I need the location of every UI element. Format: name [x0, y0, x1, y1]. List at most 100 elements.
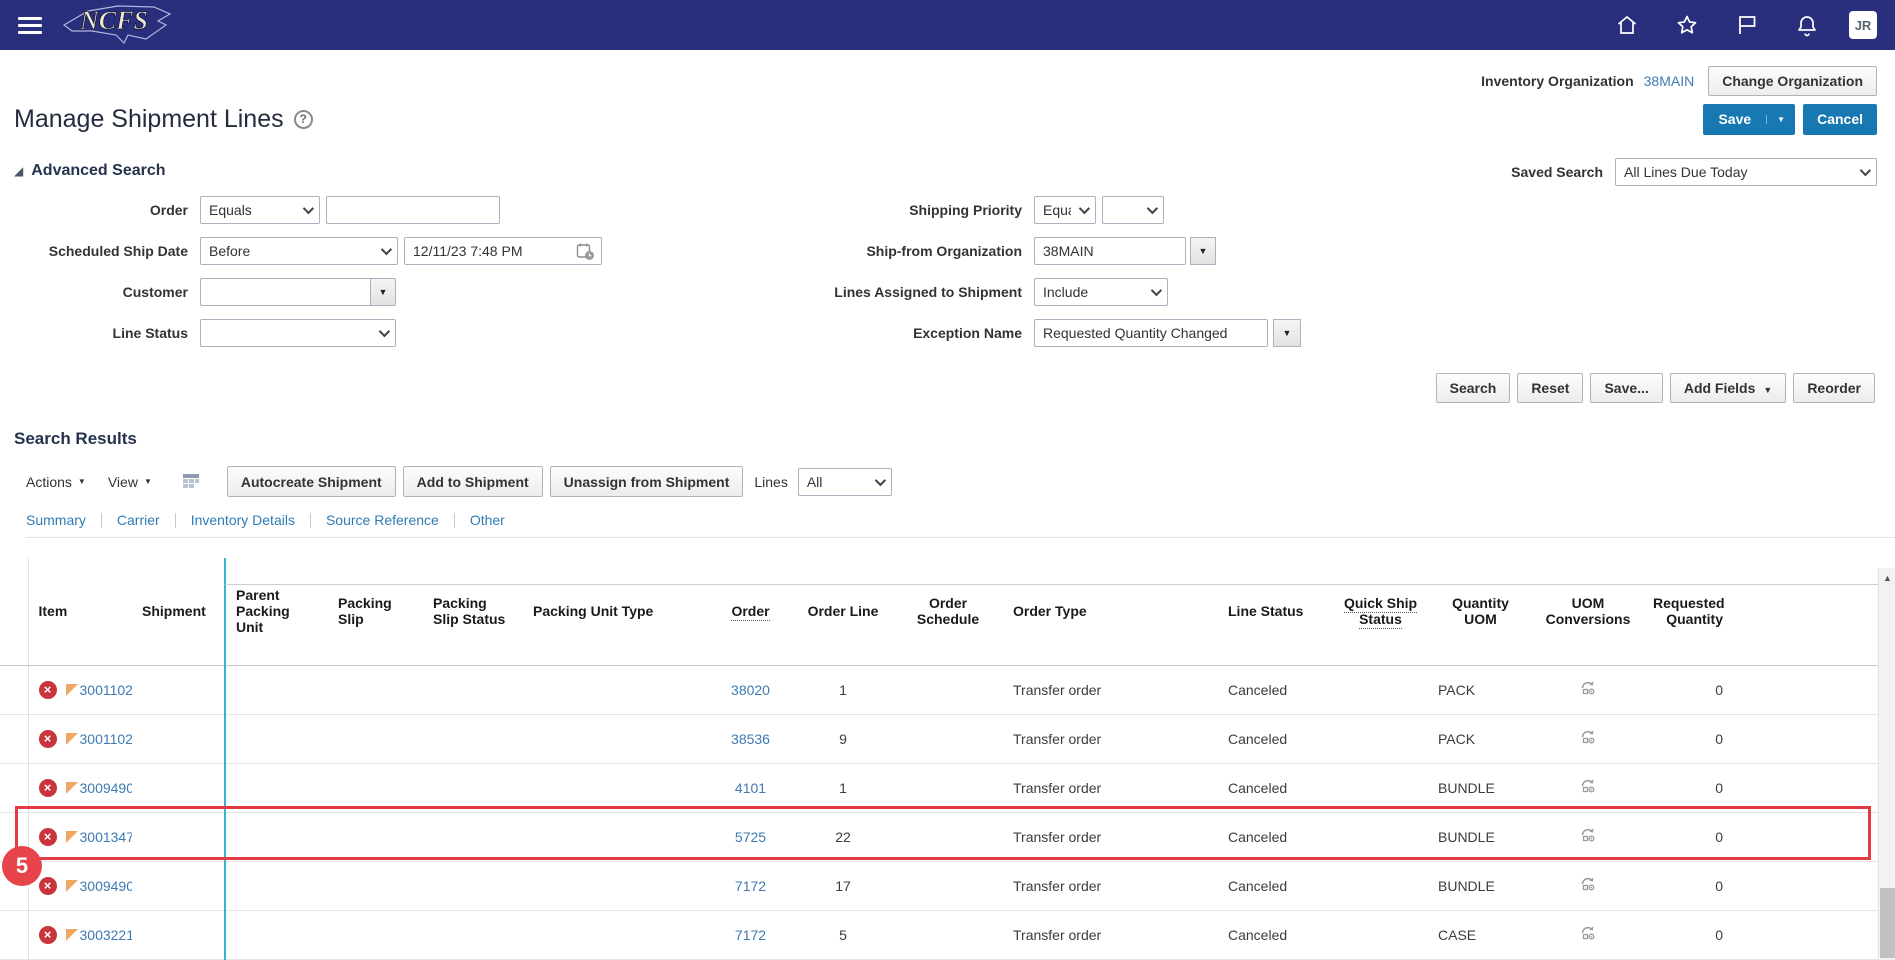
menu-icon[interactable]	[18, 16, 42, 34]
vertical-scrollbar[interactable]: ▲	[1878, 568, 1895, 960]
tab-inventory-details[interactable]: Inventory Details	[190, 512, 295, 528]
error-status-icon[interactable]: ×	[38, 925, 57, 944]
header-order-line[interactable]: Order Line	[793, 558, 893, 666]
header-uom-conversions[interactable]: UOM Conversions	[1533, 558, 1643, 666]
tab-other[interactable]: Other	[469, 512, 505, 528]
order-link[interactable]: 7172	[734, 926, 767, 943]
header-quick-ship-status[interactable]: Quick Ship Status	[1333, 558, 1428, 666]
customer-input[interactable]	[200, 278, 370, 306]
save-split-button[interactable]: Save ▼	[1703, 103, 1796, 135]
header-order[interactable]: Order	[708, 558, 793, 666]
item-link[interactable]: 3003221	[79, 926, 133, 943]
view-menu[interactable]: View ▼	[107, 473, 152, 490]
customer-dropdown-button[interactable]: ▼	[370, 278, 396, 306]
table-row[interactable]: × 3009490 7172 17 Transfer order Cancele…	[0, 861, 1878, 911]
table-row[interactable]: × 3003221 7172 5 Transfer order Canceled…	[0, 910, 1878, 960]
tab-carrier[interactable]: Carrier	[116, 512, 160, 528]
header-order-schedule[interactable]: Order Schedule	[893, 558, 1003, 666]
header-line-status[interactable]: Line Status	[1218, 558, 1333, 666]
line-status-select[interactable]	[200, 319, 396, 347]
item-link[interactable]: 3009490	[79, 877, 133, 894]
tab-summary[interactable]: Summary	[26, 512, 86, 528]
error-status-icon[interactable]: ×	[38, 876, 57, 895]
header-parent-packing-unit[interactable]: Parent Packing Unit	[225, 558, 328, 666]
table-row[interactable]: × 30011023 38020 1 Transfer order Cancel…	[0, 665, 1878, 715]
error-status-icon[interactable]: ×	[38, 778, 57, 797]
uom-conversion-icon[interactable]	[1579, 924, 1597, 942]
header-order-type[interactable]: Order Type	[1003, 558, 1218, 666]
save-search-button[interactable]: Save...	[1590, 373, 1663, 403]
item-cell: × 3009490	[28, 763, 133, 813]
header-shipment[interactable]: Shipment	[132, 558, 226, 666]
results-tabs: Summary Carrier Inventory Details Source…	[26, 512, 1895, 538]
search-button[interactable]: Search	[1435, 373, 1511, 403]
tab-source-reference[interactable]: Source Reference	[325, 512, 439, 528]
error-status-icon[interactable]: ×	[38, 729, 57, 748]
help-icon[interactable]: ?	[293, 109, 313, 129]
collapse-triangle-icon[interactable]: ◢	[14, 164, 24, 178]
notifications-bell-icon[interactable]	[1795, 13, 1819, 37]
reorder-button[interactable]: Reorder	[1793, 373, 1875, 403]
error-status-icon[interactable]: ×	[38, 827, 57, 846]
reset-button[interactable]: Reset	[1517, 373, 1584, 403]
home-icon[interactable]	[1615, 13, 1639, 37]
table-row[interactable]: × 3009490 4101 1 Transfer order Canceled…	[0, 763, 1878, 813]
favorites-star-icon[interactable]	[1675, 13, 1699, 37]
scrollbar-thumb[interactable]	[1880, 888, 1895, 958]
table-columns-icon[interactable]	[182, 473, 201, 490]
exception-name-input[interactable]	[1034, 319, 1268, 347]
table-row[interactable]: × 3001347 5725 22 Transfer order Cancele…	[0, 812, 1878, 862]
order-link[interactable]: 7172	[734, 877, 767, 894]
add-fields-button[interactable]: Add Fields ▼	[1669, 373, 1787, 403]
actions-menu[interactable]: Actions ▼	[26, 473, 86, 490]
cancel-button[interactable]: Cancel	[1803, 103, 1877, 135]
ship-from-organization-input[interactable]	[1034, 237, 1186, 265]
uom-conversion-icon[interactable]	[1579, 679, 1597, 697]
uom-conversion-icon[interactable]	[1579, 728, 1597, 746]
order-link[interactable]: 38020	[731, 681, 770, 698]
scroll-up-arrow-icon[interactable]: ▲	[1883, 573, 1892, 583]
order-link[interactable]: 4101	[734, 779, 767, 796]
inventory-organization-link[interactable]: 38MAIN	[1643, 73, 1695, 89]
uom-conversion-icon[interactable]	[1579, 777, 1597, 795]
add-to-shipment-button[interactable]: Add to Shipment	[402, 466, 543, 497]
lines-select[interactable]: All	[797, 467, 892, 496]
save-button[interactable]: Save	[1718, 111, 1752, 127]
error-status-icon[interactable]: ×	[38, 680, 57, 699]
lines-assigned-select[interactable]: Include	[1034, 278, 1168, 306]
scheduled-ship-date-operator-select[interactable]: Before	[200, 237, 398, 265]
uom-conversion-icon[interactable]	[1579, 826, 1597, 844]
header-packing-unit-type[interactable]: Packing Unit Type	[523, 558, 708, 666]
table-row[interactable]: × 30011023 38536 9 Transfer order Cancel…	[0, 714, 1878, 764]
item-link[interactable]: 3009490	[79, 779, 133, 796]
item-link[interactable]: 30011023	[79, 681, 133, 698]
header-item[interactable]: Item	[28, 558, 132, 666]
exception-name-label: Exception Name	[913, 325, 1022, 341]
shipping-priority-select[interactable]	[1102, 196, 1164, 224]
unassign-from-shipment-button[interactable]: Unassign from Shipment	[549, 466, 744, 497]
order-schedule-cell	[893, 665, 1003, 715]
user-avatar[interactable]: JR	[1849, 11, 1877, 39]
order-link[interactable]: 5725	[734, 828, 767, 845]
saved-search-select[interactable]: All Lines Due Today	[1615, 158, 1877, 186]
flag-icon[interactable]	[1735, 13, 1759, 37]
exception-name-dropdown-button[interactable]: ▼	[1273, 319, 1301, 347]
autocreate-shipment-button[interactable]: Autocreate Shipment	[226, 466, 396, 497]
item-link[interactable]: 30011023	[79, 730, 133, 747]
ship-from-organization-dropdown-button[interactable]: ▼	[1190, 237, 1216, 265]
header-packing-slip-status[interactable]: Packing Slip Status	[423, 558, 523, 666]
scheduled-ship-date-input[interactable]: 12/11/23 7:48 PM	[404, 237, 602, 265]
header-requested-quantity[interactable]: Requested Quantity	[1643, 558, 1753, 666]
ncfs-logo[interactable]: NCFS	[58, 1, 176, 49]
shipping-priority-operator-select[interactable]: Equals	[1034, 196, 1096, 224]
uom-conversion-icon[interactable]	[1579, 875, 1597, 893]
date-time-picker-icon[interactable]	[576, 242, 595, 261]
change-organization-button[interactable]: Change Organization	[1708, 66, 1877, 96]
save-dropdown-icon[interactable]: ▼	[1766, 114, 1795, 124]
header-quantity-uom[interactable]: Quantity UOM	[1428, 558, 1533, 666]
order-link[interactable]: 38536	[731, 730, 770, 747]
order-operator-select[interactable]: Equals	[200, 196, 320, 224]
header-packing-slip[interactable]: Packing Slip	[328, 558, 423, 666]
item-link[interactable]: 3001347	[79, 828, 133, 845]
order-input[interactable]	[326, 196, 500, 224]
